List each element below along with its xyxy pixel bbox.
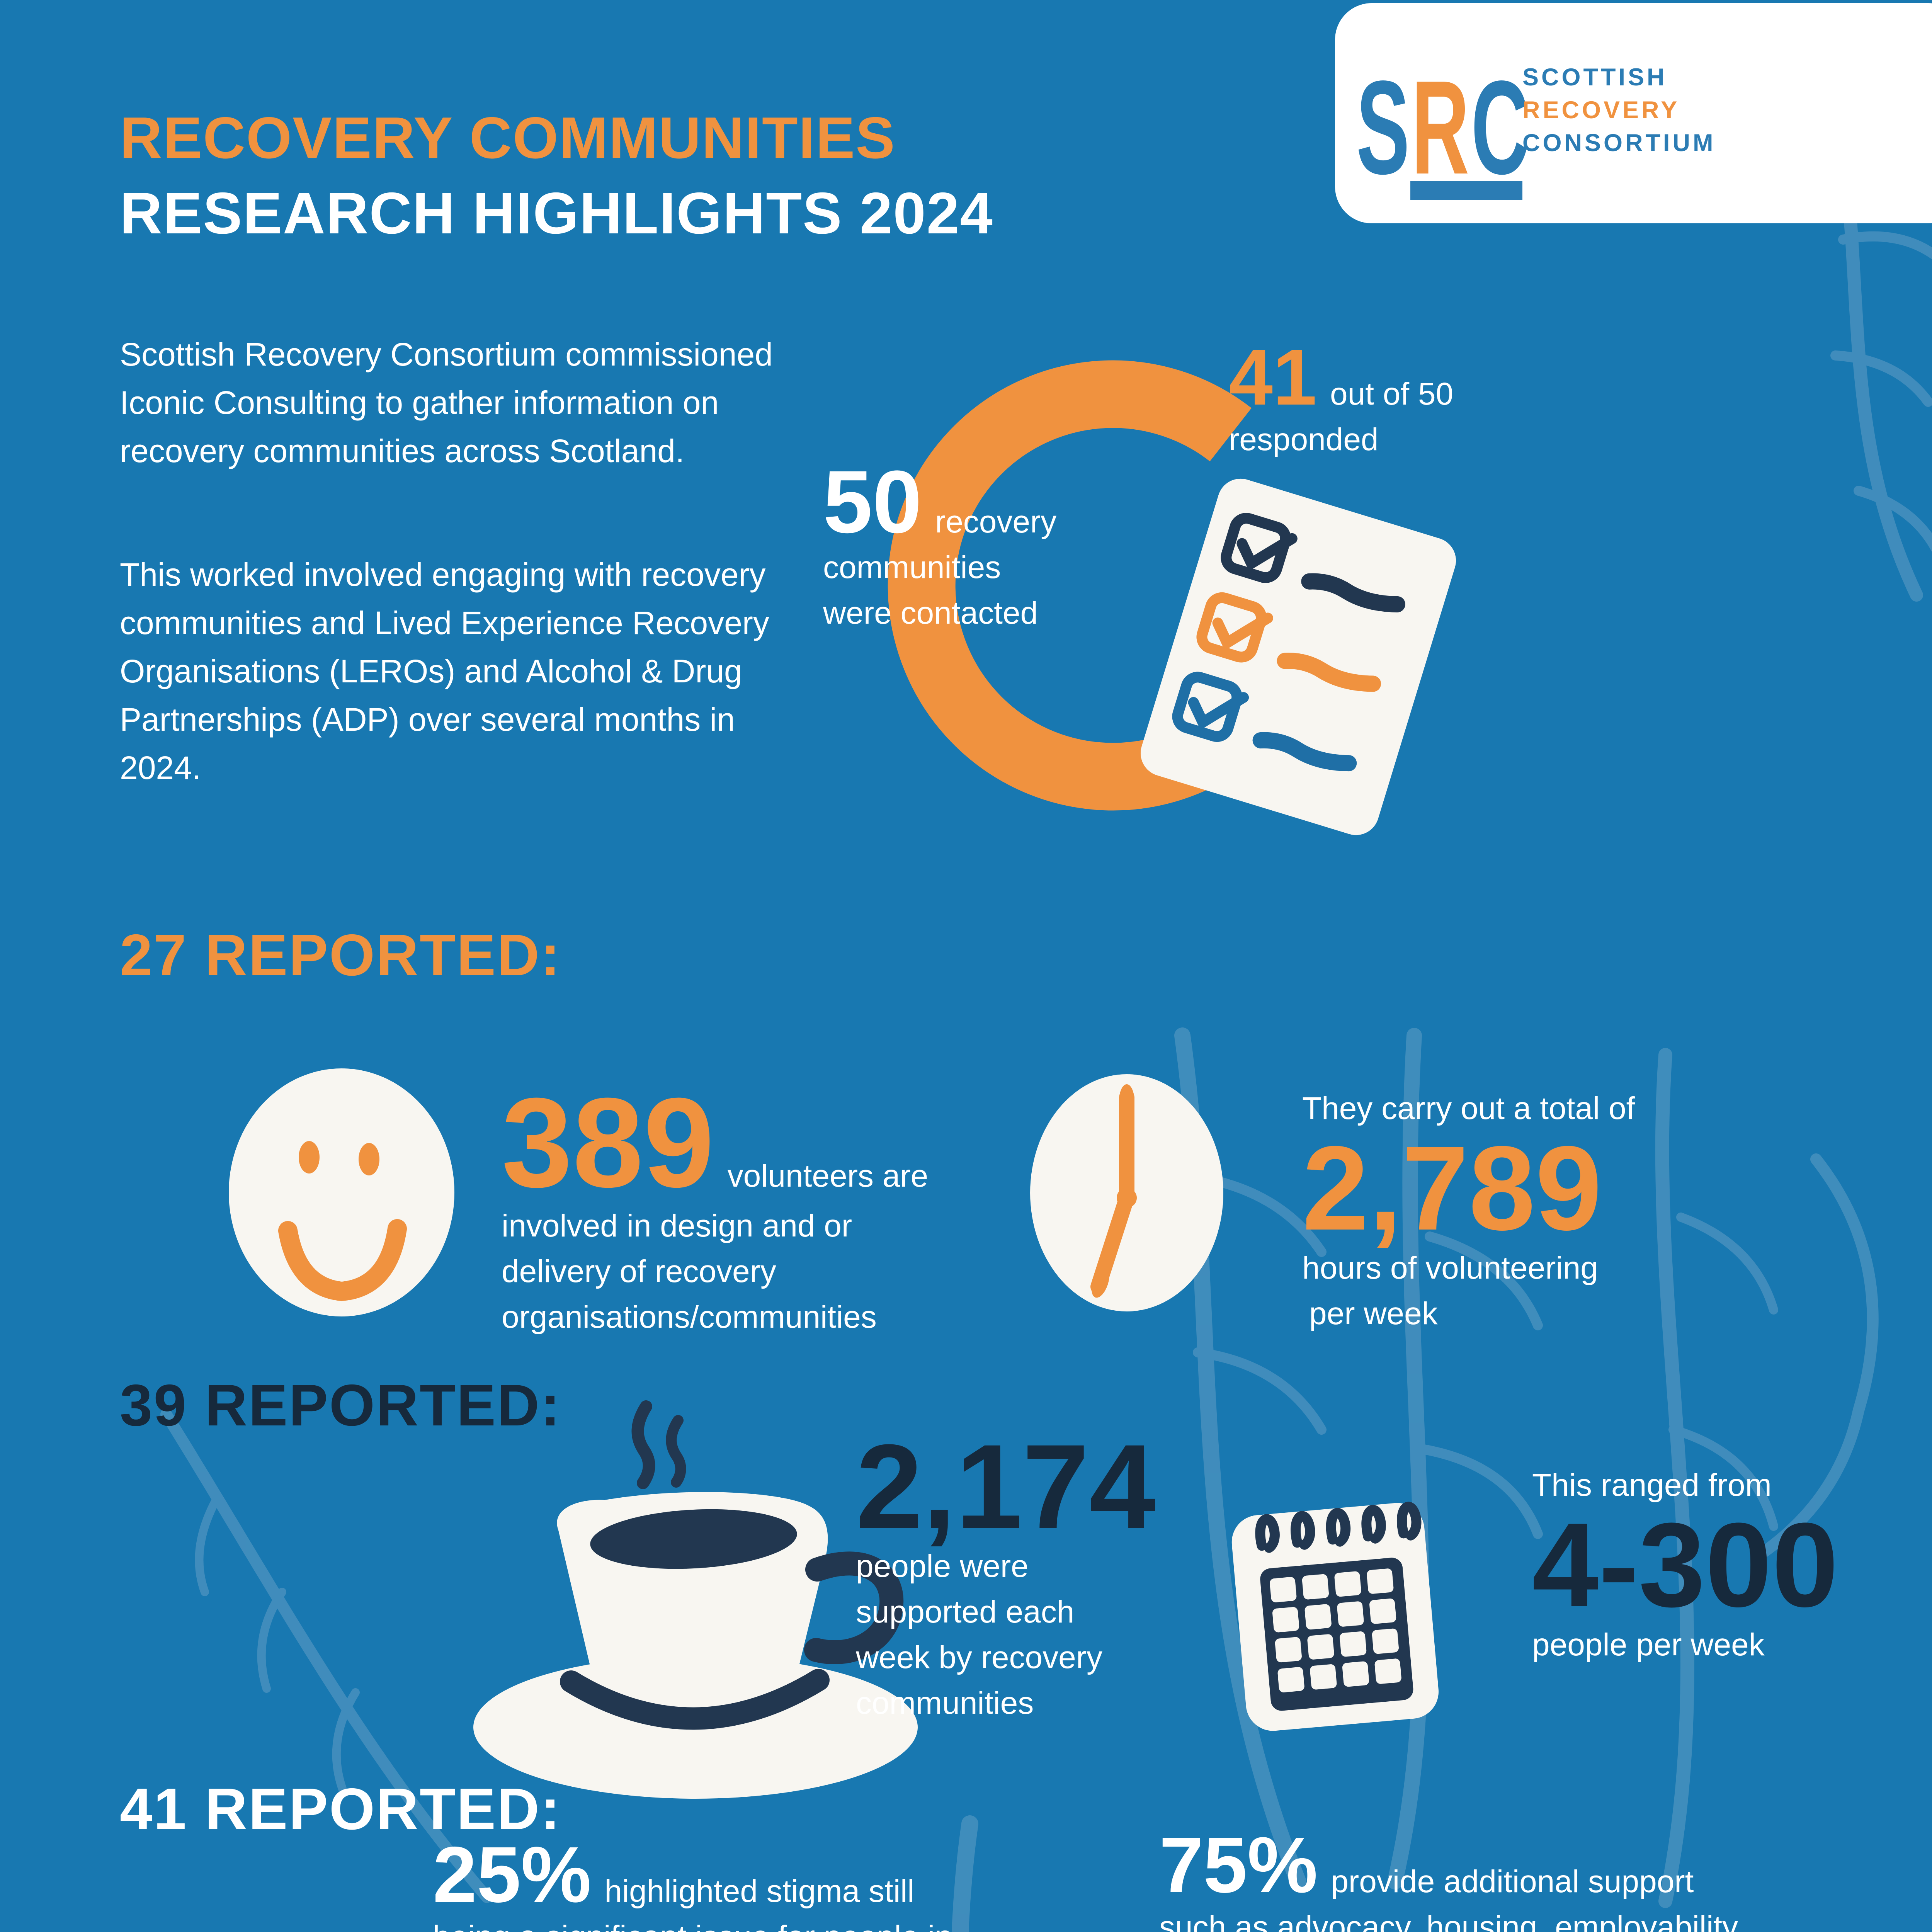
smiley-face-icon <box>229 1068 454 1316</box>
contacted-number: 50 <box>823 452 922 551</box>
thistle-watermark <box>160 121 1932 1932</box>
donut-arc-icon <box>888 360 1252 811</box>
intro-paragraph-1: Scottish Recovery Consortium commissione… <box>120 336 773 469</box>
src-logo-card: SRC SCOTTISH RECOVERY CONSORTIUM <box>1335 3 1932 223</box>
section-27-heading: 27 REPORTED: <box>120 922 561 988</box>
stat-stigma-number: 25% <box>433 1830 592 1919</box>
clock-icon <box>1030 1074 1223 1311</box>
logo-letter-r: R <box>1411 53 1471 202</box>
responded-stat: 41 out of 50 responded <box>1229 333 1454 463</box>
range-line3: people per week <box>1532 1627 1765 1662</box>
hours-stat: They carry out a total of 2,789 hours of… <box>1302 1086 1635 1337</box>
stat-stigma-line2: being a significant issue for people in <box>433 1914 952 1932</box>
contacted-lead: recovery <box>935 504 1057 539</box>
stat-additional-support: 75% provide additional support such as a… <box>1159 1821 1745 1932</box>
responded-lead: out of 50 <box>1330 376 1454 412</box>
volunteers-number: 389 <box>502 1071 714 1214</box>
volunteers-stat: 389 volunteers are involved in design an… <box>502 1071 929 1340</box>
supported-line5: communities <box>856 1685 1034 1721</box>
stat-additional-number: 75% <box>1159 1821 1318 1909</box>
src-logo-letters: SRC <box>1356 61 1531 194</box>
checklist-icon <box>1140 478 1456 835</box>
page-title-line2: RESEARCH HIGHLIGHTS 2024 <box>120 180 993 246</box>
section-39-heading: 39 REPORTED: <box>120 1372 561 1438</box>
supported-number: 2,174 <box>856 1419 1156 1553</box>
contacted-line3: were contacted <box>823 595 1038 631</box>
steam-icon <box>631 1400 686 1489</box>
volunteers-line2: involved in design and or <box>502 1208 852 1243</box>
volunteers-line4: organisations/communities <box>502 1299 877 1335</box>
section-41-heading: 41 REPORTED: <box>120 1776 561 1842</box>
stat-additional-line2: such as advocacy, housing, employability… <box>1159 1910 1745 1932</box>
logo-letter-s: S <box>1356 53 1412 202</box>
logo-name-line2: RECOVERY <box>1522 97 1680 124</box>
volunteers-lead: volunteers are <box>727 1158 929 1194</box>
contacted-stat: 50 recovery communities were contacted <box>823 452 1057 636</box>
volunteers-line3: delivery of recovery <box>502 1253 776 1289</box>
logo-letter-c: C <box>1471 53 1531 202</box>
supported-stat: 2,174 people were supported each week by… <box>856 1419 1156 1726</box>
hours-number: 2,789 <box>1302 1121 1602 1255</box>
range-stat: This ranged from 4-300 people per week <box>1532 1463 1838 1668</box>
page-title-line1: RECOVERY COMMUNITIES <box>120 105 896 171</box>
range-intro: This ranged from <box>1532 1468 1772 1503</box>
logo-wordmark: SCOTTISH RECOVERY CONSORTIUM <box>1522 61 1716 160</box>
contacted-line2: communities <box>823 550 1001 585</box>
hours-line4: per week <box>1309 1296 1438 1331</box>
stat-stigma: 25% highlighted stigma still being a sig… <box>433 1830 952 1932</box>
supported-line2: people were <box>856 1548 1029 1584</box>
logo-name-line1: SCOTTISH <box>1522 64 1667 91</box>
hours-line3: hours of volunteering <box>1302 1250 1598 1286</box>
responded-number: 41 <box>1229 333 1317 422</box>
calendar-icon <box>1231 1502 1439 1731</box>
intro-paragraph-2: This worked involved engaging with recov… <box>120 556 769 786</box>
supported-line4: week by recovery <box>856 1639 1103 1675</box>
coffee-cup-icon <box>473 1492 918 1799</box>
supported-line3: supported each <box>856 1594 1075 1629</box>
logo-name-line3: CONSORTIUM <box>1522 129 1716 156</box>
hours-intro: They carry out a total of <box>1302 1091 1635 1126</box>
logo-r-underline <box>1410 181 1522 200</box>
stat-additional-lead: provide additional support <box>1331 1864 1694 1899</box>
stat-stigma-lead: highlighted stigma still <box>604 1874 915 1909</box>
range-number: 4-300 <box>1532 1498 1838 1632</box>
responded-line2: responded <box>1229 422 1379 457</box>
